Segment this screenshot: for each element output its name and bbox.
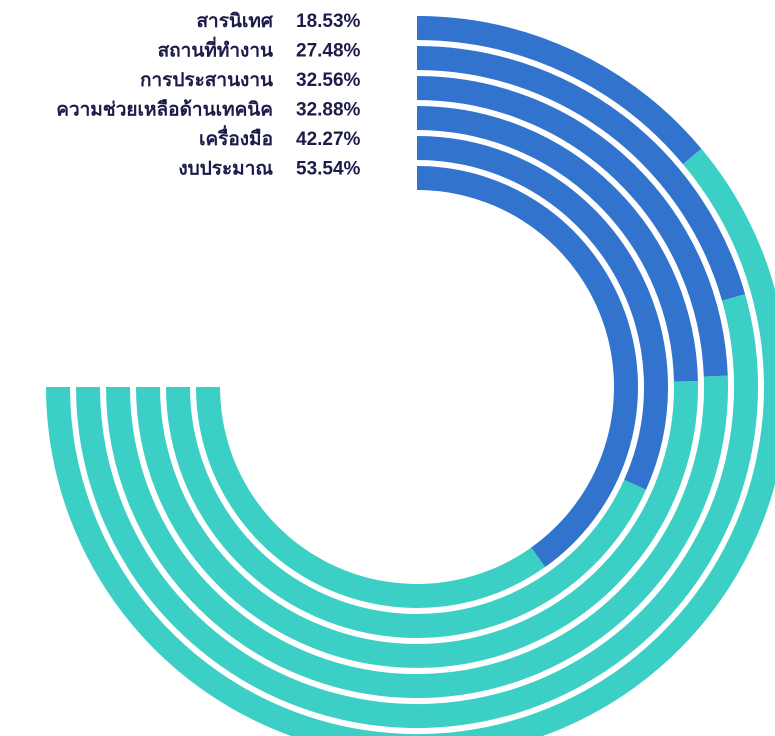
ring-value-arc-3[interactable] <box>416 76 728 377</box>
ring-value-arc-1[interactable] <box>416 16 702 165</box>
ring-value-arc-5[interactable] <box>416 136 668 490</box>
ring-remainder-5 <box>166 386 647 638</box>
value-label-3: 32.56% <box>296 70 361 91</box>
category-label-6: งบประมาณ <box>178 159 273 180</box>
ring-6 <box>196 166 638 608</box>
ring-value-arc-6[interactable] <box>416 166 638 568</box>
category-label-2: สถานที่ทำงาน <box>158 37 273 62</box>
ring-remainder-3 <box>106 375 728 698</box>
ring-5 <box>166 136 668 638</box>
ring-value-arc-2[interactable] <box>416 46 746 301</box>
ring-remainder-6 <box>196 386 546 608</box>
ring-value-arc-4[interactable] <box>416 106 698 382</box>
ring-remainder-4 <box>136 381 698 668</box>
ring-remainder-2 <box>76 294 758 728</box>
ring-3 <box>106 76 728 698</box>
category-label-3: การประสานงาน <box>140 70 273 91</box>
value-label-2: 27.48% <box>296 41 361 62</box>
ring-2 <box>76 46 758 728</box>
value-label-1: 18.53% <box>296 11 361 32</box>
ring-4 <box>136 106 698 668</box>
value-label-5: 42.27% <box>296 129 361 150</box>
category-label-5: เครื่องมือ <box>199 125 273 150</box>
value-label-6: 53.54% <box>296 159 361 180</box>
value-label-4: 32.88% <box>296 100 361 121</box>
category-label-1: สารนิเทศ <box>196 11 273 32</box>
category-label-4: ความช่วยเหลือด้านเทคนิค <box>56 99 273 121</box>
